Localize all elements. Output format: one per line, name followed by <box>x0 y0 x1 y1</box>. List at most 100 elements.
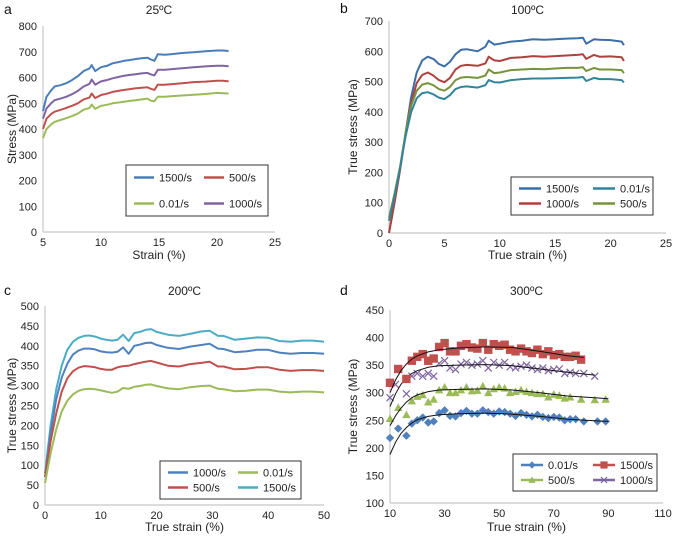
x-marker <box>600 476 608 484</box>
y-tick-label: 300 <box>21 381 39 393</box>
diamond-marker <box>429 417 438 426</box>
legend: 1500/s 500/s 0.01/s 1000/s <box>125 164 269 217</box>
square-marker <box>600 461 608 469</box>
legend-entry: 1500/s <box>593 460 654 472</box>
x-marker <box>533 365 542 374</box>
trend-line <box>389 364 595 407</box>
triangle-marker <box>385 414 395 422</box>
y-tick-label: 150 <box>366 470 384 482</box>
triangle-marker <box>473 386 482 394</box>
y-tick-label: 50 <box>27 480 39 492</box>
x-marker <box>478 356 487 365</box>
diamond-marker <box>579 417 589 426</box>
x-tick-label: 20 <box>211 237 223 249</box>
square-marker <box>456 341 466 351</box>
series-line <box>388 66 625 219</box>
legend-entry: 1000/s <box>593 475 654 487</box>
y-tick-label: 150 <box>21 440 39 452</box>
x-tick-label: 10 <box>384 508 396 520</box>
diamond-marker <box>440 406 449 415</box>
triangle-marker <box>440 383 449 391</box>
series-1000-s <box>388 53 625 234</box>
y-tick-label: 0 <box>377 228 383 240</box>
x-tick-label: 5 <box>40 237 46 249</box>
legend-entry: 1000/s <box>168 468 227 480</box>
x-marker <box>590 372 599 381</box>
legend-label: 1500/s <box>546 184 580 196</box>
series-1500-s <box>44 328 325 474</box>
y-axis-label: True stress (MPa) <box>5 358 19 454</box>
legend-label: 1500/s <box>620 460 654 472</box>
triangle-marker <box>544 392 553 401</box>
series-1000-s <box>386 356 599 407</box>
legend: 1000/s 0.01/s 500/s 1500/s <box>159 460 302 500</box>
y-tick-label: 200 <box>21 420 39 432</box>
series-line <box>44 383 325 484</box>
legend-label: 500/s <box>548 475 575 487</box>
series-line <box>44 341 325 478</box>
legend-entry: 500/s <box>168 483 220 495</box>
y-tick-label: 400 <box>365 107 383 119</box>
square-marker <box>385 378 395 387</box>
diamond-marker <box>385 433 395 443</box>
legend-label: 1000/s <box>546 199 580 211</box>
panel-b: b 100ºC 0 5 10 15 20 25 0 100 200 300 400 500 600 700 Tr… <box>340 0 672 262</box>
x-tick-label: 10 <box>95 510 107 522</box>
y-tick-label: 0 <box>31 227 37 239</box>
x-tick-label: 25 <box>660 238 672 250</box>
x-tick-label: 20 <box>150 510 162 522</box>
y-axis-label: Stress (MPa) <box>5 94 19 164</box>
triangle-marker <box>407 396 417 405</box>
x-marker <box>418 372 427 381</box>
square-marker <box>511 347 520 356</box>
legend-label: 500/s <box>620 199 647 211</box>
triangle-marker <box>528 476 536 483</box>
square-marker <box>500 340 509 349</box>
triangle-marker <box>533 389 542 398</box>
square-marker <box>429 354 438 363</box>
x-axis-label: True strain (%) <box>488 248 567 262</box>
legend-entry: 0.01/s <box>238 468 293 480</box>
y-tick-label: 500 <box>19 98 37 110</box>
series-500-s <box>388 66 625 219</box>
panel-letter: c <box>4 282 11 298</box>
square-marker <box>445 347 455 356</box>
square-marker <box>473 344 482 353</box>
series-line <box>44 359 325 478</box>
trend-line <box>389 388 609 427</box>
series-500-s <box>44 359 325 478</box>
y-tick-label: 300 <box>19 150 37 162</box>
square-marker <box>393 364 403 374</box>
x-tick-label: 30 <box>438 508 450 520</box>
triangle-marker <box>495 383 504 391</box>
series-line <box>42 64 229 120</box>
panel-letter: b <box>340 0 348 16</box>
series-line <box>42 91 229 139</box>
diamond-marker <box>511 411 520 421</box>
square-marker <box>440 338 449 348</box>
square-marker <box>560 352 569 362</box>
legend-box <box>510 176 654 216</box>
x-tick-label: 110 <box>654 508 672 520</box>
chart-title: 100ºC <box>511 3 544 17</box>
y-tick-label: 0 <box>33 500 39 512</box>
legend-entry: 0.01/s <box>593 184 650 196</box>
legend-entry: 500/s <box>593 199 647 211</box>
legend-entry: 1000/s <box>519 199 580 211</box>
diamond-marker <box>533 410 542 419</box>
square-marker <box>538 349 548 359</box>
legend-entry: 1000/s <box>204 199 263 211</box>
triangle-marker <box>478 381 488 390</box>
series-0-01-s <box>385 406 610 455</box>
square-marker <box>565 352 575 362</box>
triangle-marker <box>393 403 403 411</box>
legend: 1500/s 0.01/s 1000/s 500/s <box>510 176 654 216</box>
y-axis-label: True stress (MPa) <box>346 79 360 175</box>
x-marker <box>500 358 509 367</box>
series-line <box>44 328 325 474</box>
triangle-marker <box>418 390 427 399</box>
legend-label: 1000/s <box>193 468 227 480</box>
legend-box <box>125 164 269 217</box>
x-marker <box>413 369 422 378</box>
